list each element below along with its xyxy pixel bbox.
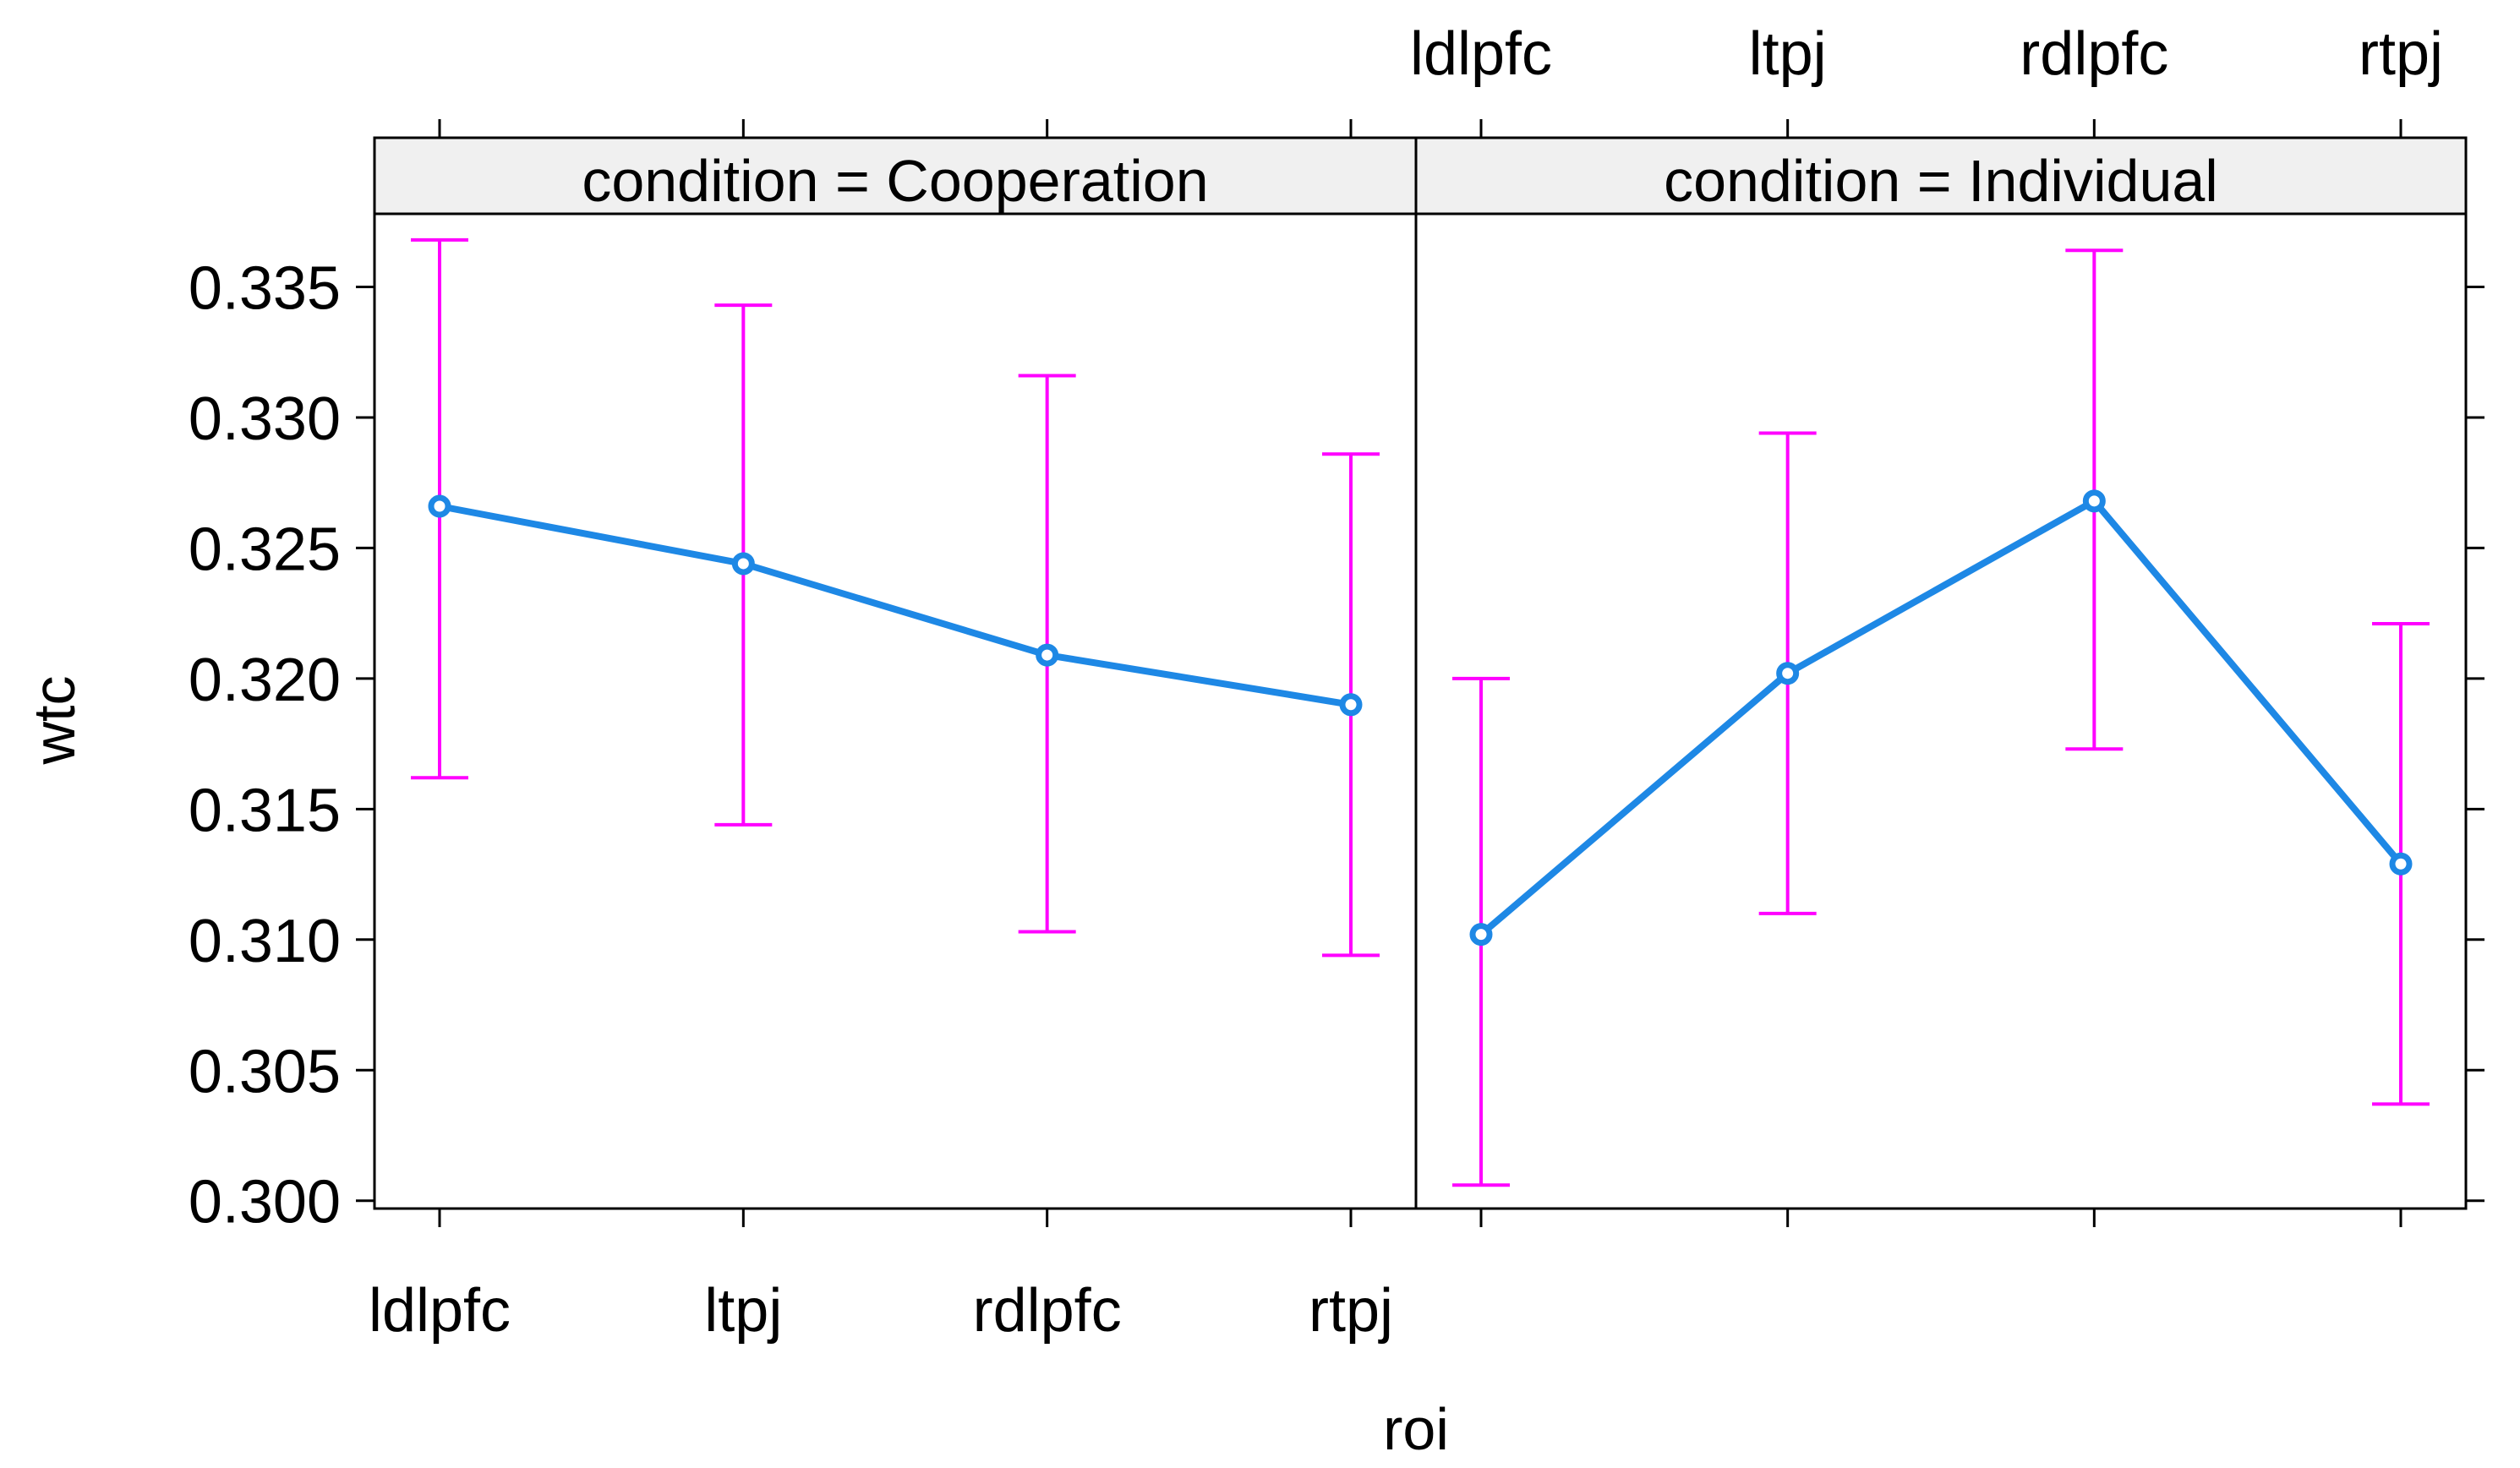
panel-strip-cooperation	[373, 136, 1418, 216]
series-line-individual	[1479, 497, 2404, 937]
series-lines	[439, 497, 2404, 937]
data-point-cooperation-ldlpfc	[428, 494, 451, 518]
axis-labels: roi wtc condition = Cooperation condition…	[21, 20, 2443, 1462]
data-point-individual-rdlpfc	[2082, 489, 2106, 513]
panel-strip-individual	[1414, 136, 2468, 216]
strip-label-individual: condition = Individual	[1664, 148, 2218, 214]
x-tick-label-top: ldlpfc	[1410, 20, 1552, 88]
data-point-individual-ltpj	[1776, 662, 1800, 685]
x-tick-label-bottom: rdlpfc	[973, 1277, 1122, 1345]
y-tick-label: 0.305	[189, 1038, 341, 1105]
data-point-individual-ldlpfc	[1469, 923, 1493, 947]
axis-ticks	[356, 119, 2484, 1227]
x-tick-label-top: rtpj	[2359, 20, 2443, 88]
data-point-cooperation-ltpj	[731, 552, 755, 576]
y-tick-label: 0.330	[189, 385, 341, 453]
series-line-cooperation	[439, 503, 1352, 708]
y-tick-label: 0.315	[189, 777, 341, 844]
y-tick-label: 0.335	[189, 254, 341, 322]
y-tick-label: 0.325	[189, 516, 341, 583]
x-tick-label-bottom: ltpj	[704, 1277, 782, 1345]
x-tick-label-bottom: ldlpfc	[369, 1277, 511, 1345]
y-tick-label: 0.310	[189, 908, 341, 975]
x-tick-label-top: rdlpfc	[2020, 20, 2168, 88]
series-points	[428, 489, 2413, 947]
strip-label-cooperation: condition = Cooperation	[582, 148, 1208, 214]
x-tick-label-bottom: rtpj	[1309, 1277, 1393, 1345]
x-tick-label-top: ltpj	[1749, 20, 1827, 88]
data-point-cooperation-rdlpfc	[1036, 643, 1059, 667]
data-point-individual-rtpj	[2389, 852, 2413, 876]
panel-frames	[373, 136, 2468, 1210]
y-axis-title: wtc	[21, 676, 87, 766]
x-axis-title: roi	[1383, 1396, 1449, 1462]
data-point-cooperation-rtpj	[1339, 693, 1363, 717]
panel-frame-individual	[1414, 212, 2468, 1210]
y-tick-label: 0.320	[189, 647, 341, 714]
y-tick-label: 0.300	[189, 1169, 341, 1236]
